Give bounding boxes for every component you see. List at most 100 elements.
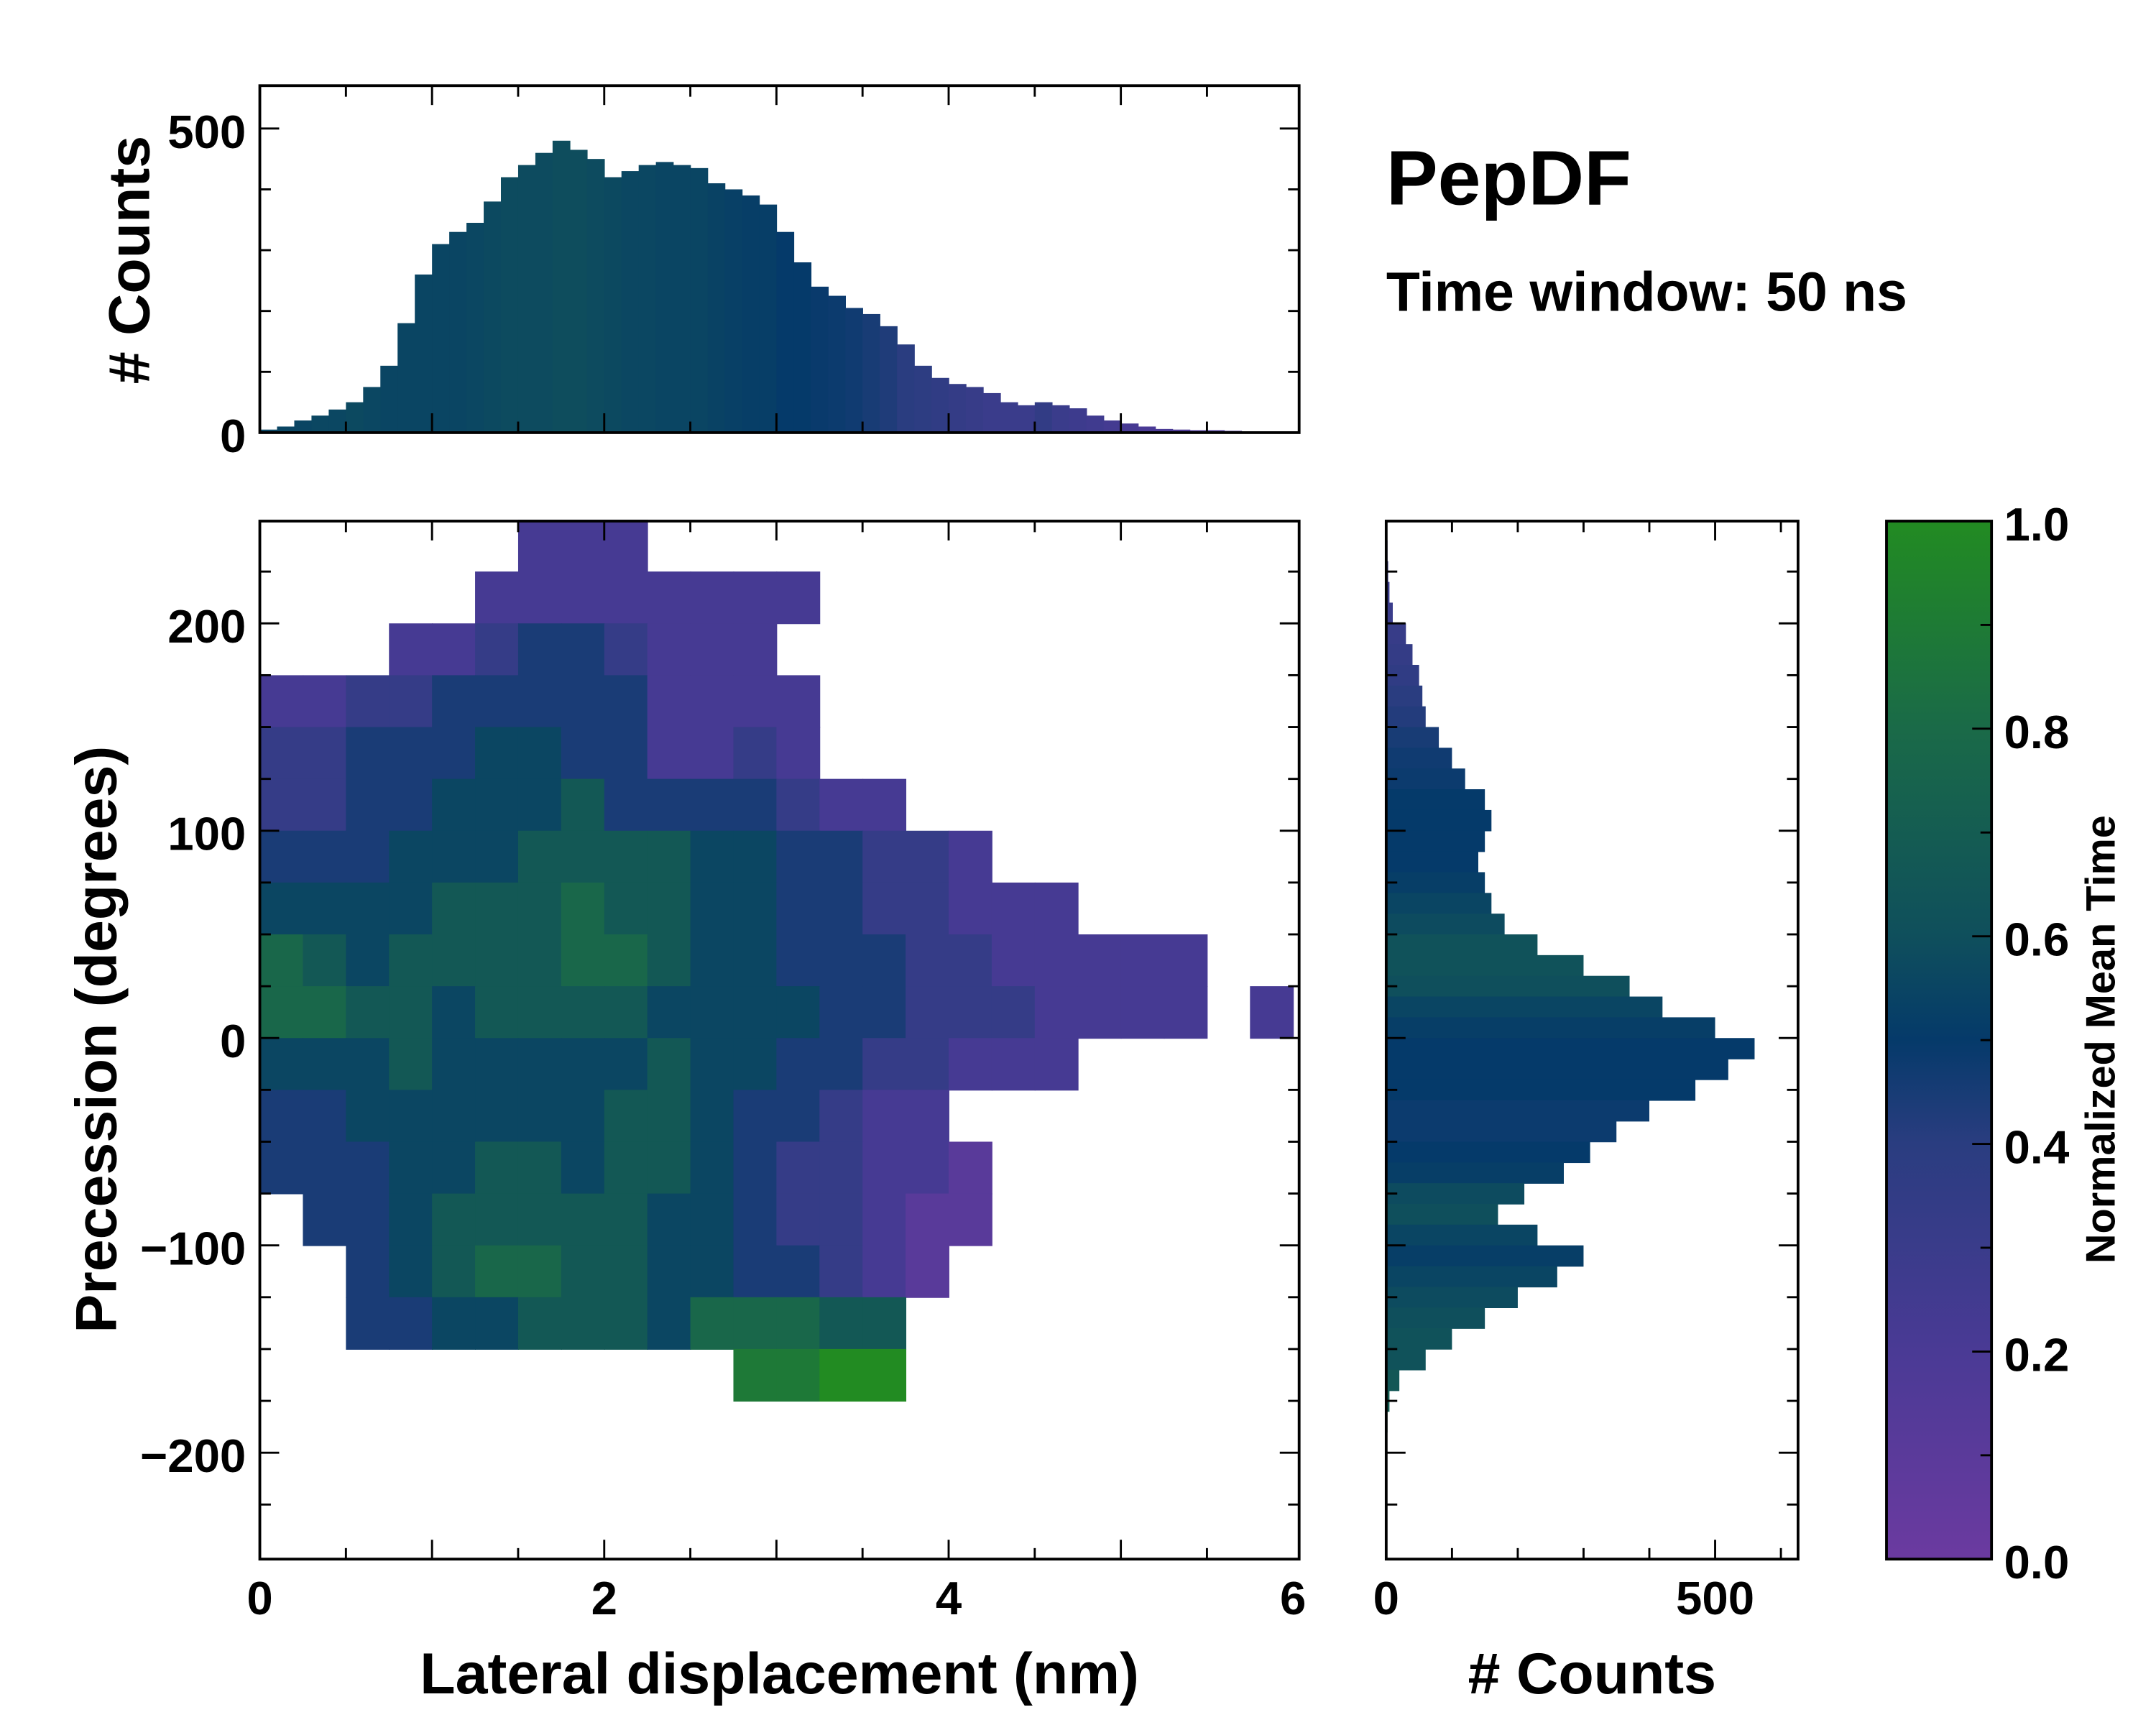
right-hist-bar <box>1386 851 1478 873</box>
heatmap-cell <box>906 1245 949 1298</box>
heatmap-cell <box>819 1141 864 1195</box>
right-hist-bar <box>1386 1369 1400 1392</box>
heatmap-cell <box>259 1090 304 1143</box>
heatmap-cell <box>346 778 390 832</box>
top-hist-bar <box>346 402 364 433</box>
heatmap-cell <box>690 934 734 988</box>
right-hist-bar <box>1386 1183 1525 1205</box>
heatmap-cell <box>303 727 347 780</box>
top-hist-bar <box>880 326 898 433</box>
top-hist-bar <box>311 415 330 433</box>
right-hist-bar <box>1386 1204 1498 1225</box>
right-hist-bar <box>1386 748 1452 769</box>
heatmap-cell <box>1250 986 1294 1039</box>
heatmap-cell <box>1077 986 1122 1039</box>
heatmap-cell <box>389 727 433 780</box>
top-hist-y-tick-label: 0 <box>220 410 246 462</box>
main-y-tick-label: 200 <box>167 600 246 653</box>
right-hist-bar <box>1386 1348 1426 1371</box>
right-hist-bar <box>1386 914 1505 935</box>
top-hist-bar <box>294 420 313 433</box>
top-hist-bar <box>621 171 640 433</box>
heatmap-cell <box>432 623 476 676</box>
heatmap-cell <box>733 1141 778 1195</box>
top-hist-bar <box>501 177 519 433</box>
top-hist-bar <box>466 223 484 433</box>
colorbar-tick-label: 0.0 <box>2004 1536 2069 1588</box>
heatmap-cell <box>389 934 433 988</box>
heatmap-cell <box>991 882 1036 935</box>
heatmap-cell <box>517 1193 562 1246</box>
heatmap-cell <box>561 934 605 988</box>
heatmap-cell <box>906 1141 949 1195</box>
top-hist-bar <box>328 409 347 433</box>
top-hist-bar <box>569 150 588 433</box>
right-hist-bar <box>1386 727 1439 749</box>
heatmap-cell <box>776 1090 821 1143</box>
heatmap-cell <box>389 1245 433 1298</box>
right-hist-bar <box>1386 893 1492 914</box>
top-hist-bar <box>949 384 967 433</box>
heatmap-cell <box>346 675 390 728</box>
heatmap-cell <box>517 882 562 935</box>
heatmap-cell <box>906 1090 949 1143</box>
heatmap-cell <box>776 1245 821 1298</box>
heatmap-cell <box>862 1090 907 1143</box>
heatmap-cell <box>819 1038 864 1091</box>
heatmap-cell <box>475 882 519 935</box>
heatmap-cell <box>776 882 821 935</box>
heatmap-cell <box>303 778 347 832</box>
heatmap-cell <box>776 1038 821 1091</box>
heatmap-cell <box>819 1193 864 1246</box>
heatmap-cell <box>690 1038 734 1091</box>
top-hist-bar <box>432 244 450 433</box>
heatmap-cell <box>346 986 390 1039</box>
main-x-label: Lateral displacement (nm) <box>420 1642 1139 1706</box>
main-y-tick-label: 0 <box>220 1015 246 1067</box>
heatmap-cell <box>561 830 605 883</box>
heatmap-cell <box>389 778 433 832</box>
heatmap-cell <box>1164 986 1208 1039</box>
top-hist-bar <box>897 344 915 433</box>
top-hist-bar <box>415 274 433 433</box>
main-heatmap: 0 2 4 6 200 100 0 −100 −200 <box>140 520 1306 1624</box>
heatmap-cell <box>647 1038 691 1091</box>
right-hist-bar <box>1386 768 1465 790</box>
heatmap-cell <box>259 675 304 728</box>
heatmap-cell <box>906 1038 949 1091</box>
heatmap-cell <box>346 830 390 883</box>
right-hist-bar <box>1386 1162 1564 1184</box>
heatmap-cell <box>690 1245 734 1298</box>
heatmap-cell <box>690 1193 734 1246</box>
heatmap-cell <box>906 986 949 1039</box>
heatmap-cell <box>647 1245 691 1298</box>
heatmap-cell <box>1120 986 1165 1039</box>
heatmap-cell <box>561 623 605 676</box>
heatmap-cell <box>819 882 864 935</box>
heatmap-cell <box>862 830 907 883</box>
heatmap-cell <box>475 571 519 625</box>
top-hist-bar <box>931 377 949 433</box>
main-x-tick-label: 4 <box>936 1572 962 1624</box>
top-hist-bar <box>1017 405 1036 433</box>
right-hist-bar <box>1386 1287 1518 1308</box>
top-hist-bar <box>1069 408 1087 433</box>
heatmap-cell <box>432 986 476 1039</box>
heatmap-cell <box>517 830 562 883</box>
top-hist-bar <box>862 313 880 433</box>
heatmap-cell <box>389 1090 433 1143</box>
heatmap-cell <box>475 1297 519 1350</box>
heatmap-cell <box>819 1297 864 1350</box>
heatmap-cell <box>604 520 648 573</box>
heatmap-cell <box>346 934 390 988</box>
heatmap-cell <box>475 727 519 780</box>
heatmap-cell <box>517 571 562 625</box>
right-hist-bar <box>1386 706 1426 728</box>
top-hist-bar <box>535 152 553 433</box>
heatmap-cell <box>776 727 821 780</box>
right-hist-bar <box>1386 809 1492 832</box>
heatmap-cell <box>647 986 691 1039</box>
colorbar: 0.0 0.2 0.4 0.6 0.8 1.0 <box>1885 498 2069 1588</box>
heatmap-cell <box>432 1141 476 1195</box>
